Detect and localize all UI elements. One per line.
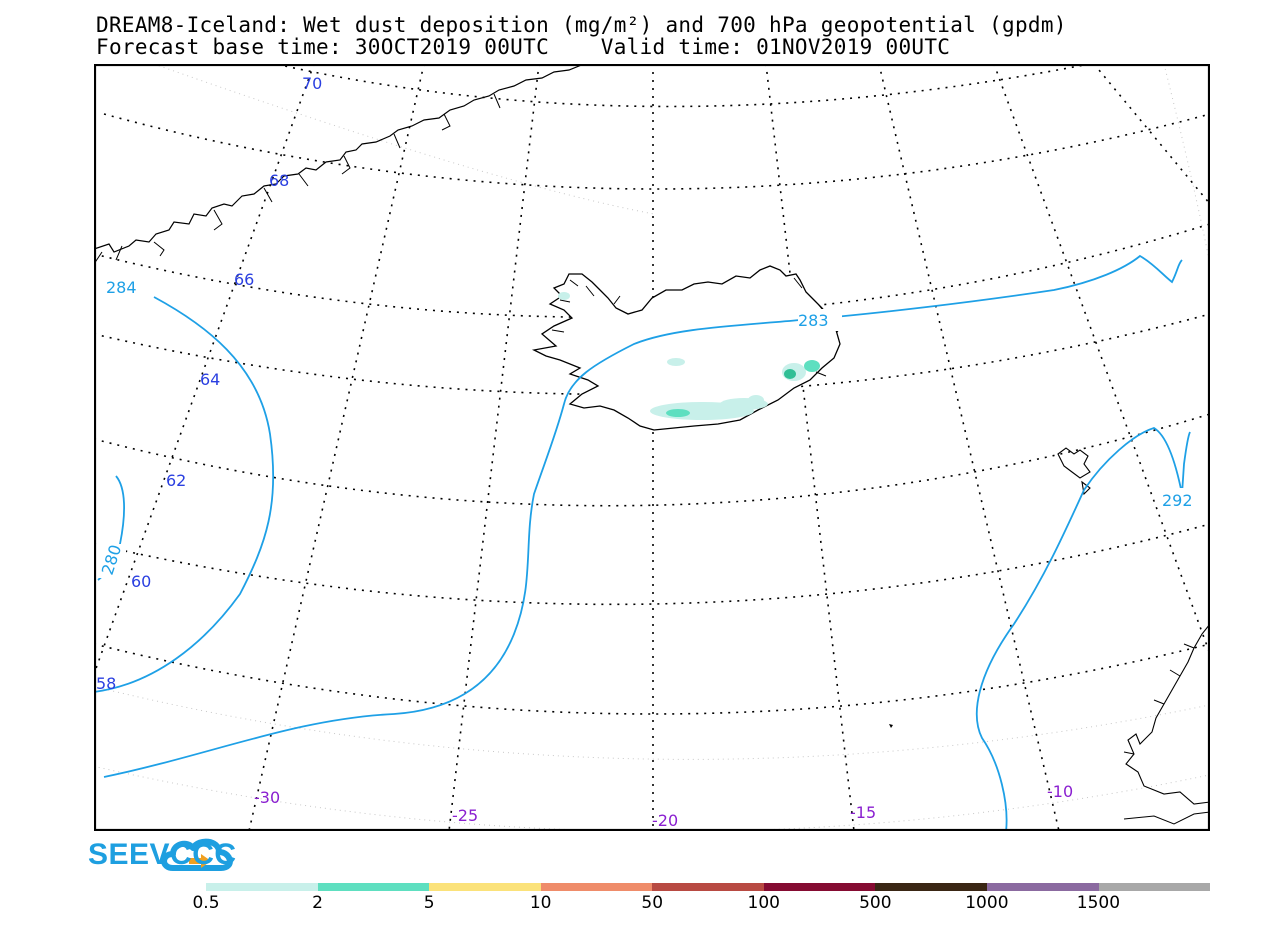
- colorbar-segment: [875, 883, 987, 891]
- logo-text: SEEVCCC: [88, 838, 237, 871]
- contour-292: [975, 427, 1191, 831]
- map-frame: 284 283 280 292 70 68 66 64 62 60 58 -30…: [94, 64, 1210, 831]
- lat-label-68: 68: [269, 171, 289, 190]
- lon-label-minus20: -20: [652, 811, 678, 830]
- wet-dust-deposition: [558, 292, 820, 420]
- colorbar-label: 50: [641, 893, 664, 913]
- colorbar-segment: [763, 883, 876, 891]
- cloud-arrow-icon: [161, 838, 233, 871]
- small-island: [889, 724, 893, 728]
- map-border: [94, 64, 1210, 831]
- contour-label-284: 284: [106, 278, 137, 297]
- contour-label-283: 283: [798, 311, 829, 330]
- colorbar-label: 100: [747, 893, 780, 913]
- colorbar-label: 5: [423, 893, 435, 913]
- colorbar-segment: [206, 883, 318, 891]
- longitude-labels: -30 -25 -20 -15 -10: [254, 782, 1073, 830]
- greenland-coastline: [94, 64, 585, 253]
- colorbar-segment: [429, 883, 541, 891]
- lat-label-62: 62: [166, 471, 186, 490]
- lat-label-70: 70: [302, 74, 322, 93]
- longitude-meridians: [94, 64, 1210, 831]
- contour-labels: 284 283 280 292: [98, 278, 1193, 577]
- greenland-fjords: [94, 93, 501, 265]
- colorbar-segment: [317, 883, 430, 891]
- geopotential-contours: [94, 254, 1191, 831]
- colorbar-label: 1000: [965, 893, 1009, 913]
- lon-label-minus30: -30: [254, 788, 280, 807]
- outer-graticule: [94, 64, 1210, 831]
- lon-label-minus25: -25: [452, 806, 478, 825]
- colorbar-segment: [540, 883, 653, 891]
- lon-label-minus10: -10: [1047, 782, 1073, 801]
- colorbar-label: 10: [529, 893, 552, 913]
- lat-label-64: 64: [200, 370, 220, 389]
- norway-coast-detail: [1123, 643, 1210, 825]
- chart-subtitle: Forecast base time: 30OCT2019 00UTC Vali…: [96, 35, 951, 59]
- contour-label-292: 292: [1162, 491, 1193, 510]
- norway-coastline: [1125, 623, 1210, 805]
- lon-label-minus15: -15: [850, 803, 876, 822]
- colorbar-label: 0.5: [192, 893, 220, 913]
- latitude-labels: 70 68 66 64 62 60 58: [96, 74, 322, 693]
- map-canvas: 284 283 280 292 70 68 66 64 62 60 58 -30…: [94, 64, 1210, 831]
- lat-label-60: 60: [131, 572, 151, 591]
- colorbar: [206, 883, 1211, 891]
- chart-title: DREAM8-Iceland: Wet dust deposition (mg/…: [96, 13, 1067, 37]
- faroe-islands: [1057, 447, 1091, 496]
- colorbar-segment: [652, 883, 764, 891]
- colorbar-label: 1500: [1076, 893, 1121, 913]
- contour-284: [94, 296, 275, 693]
- lat-label-58: 58: [96, 674, 116, 693]
- colorbar-label: 500: [859, 893, 892, 913]
- iceland-coastline: [531, 265, 841, 431]
- latitude-parallels: [94, 64, 1210, 715]
- colorbar-segment: [1098, 883, 1211, 891]
- contour-label-backgrounds: [98, 276, 1208, 578]
- colorbar-label: 2: [312, 893, 323, 913]
- colorbar-segment: [986, 883, 1099, 891]
- contour-283: [103, 254, 1183, 778]
- lat-label-66: 66: [234, 270, 254, 289]
